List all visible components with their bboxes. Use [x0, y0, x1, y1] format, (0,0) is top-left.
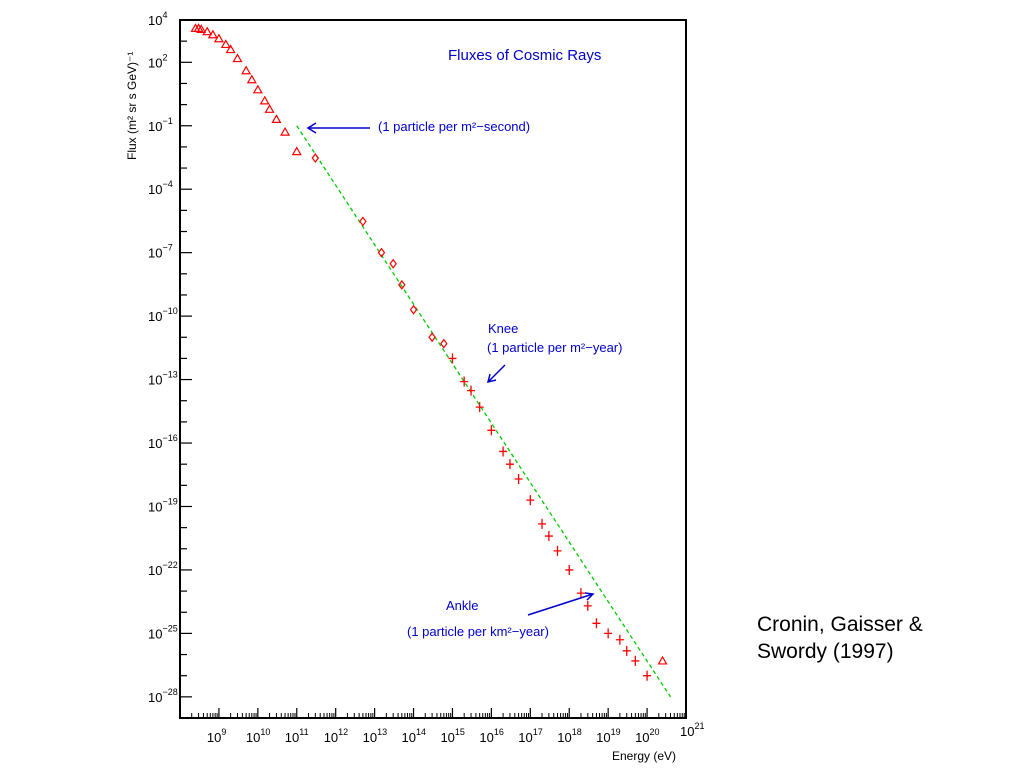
- data-point-cross: [475, 402, 484, 413]
- x-tick-label: 1011: [285, 727, 309, 745]
- data-point-triangle: [252, 84, 263, 94]
- data-point-cross: [487, 425, 496, 436]
- data-point-cross: [448, 353, 457, 364]
- data-point-cross: [643, 670, 652, 681]
- y-tick-label: 10−25: [148, 623, 178, 641]
- data-point-triangle: [271, 114, 282, 123]
- data-point-cross: [604, 628, 613, 639]
- x-tick-label: 1016: [479, 727, 503, 745]
- x-axis-title: Energy (eV): [612, 749, 676, 763]
- x-tick-label: 1020: [635, 727, 659, 745]
- data-point-diamond: [409, 304, 418, 315]
- data-point-triangle: [207, 29, 218, 39]
- data-point-diamond: [398, 279, 406, 290]
- y-axis-ticks: 104 102 10−1 10−4 10−7 10−10 10−13 10−16 10−19 10…: [148, 10, 192, 719]
- data-point-cross: [499, 446, 508, 457]
- data-point-triangle: [280, 126, 291, 136]
- y-axis-title: Flux (m² sr s GeV)⁻¹: [125, 52, 139, 160]
- x-tick-label: 1013: [363, 727, 387, 745]
- y-tick-label: 10−19: [148, 496, 178, 514]
- citation: Cronin, Gaisser & Swordy (1997): [757, 611, 923, 665]
- data-point-cross: [583, 600, 592, 611]
- data-point-triangle: [232, 53, 243, 63]
- arrow-per-m2-second: [306, 122, 370, 134]
- citation-line-1: Cronin, Gaisser &: [757, 613, 923, 636]
- data-point-triangle: [246, 74, 257, 84]
- data-point-diamond: [428, 332, 436, 343]
- arrow-ankle: [527, 592, 595, 616]
- data-point-triangle: [196, 24, 207, 33]
- data-point-cross: [631, 655, 640, 666]
- data-point-cross: [460, 376, 469, 387]
- x-tick-label: 1017: [518, 727, 542, 745]
- x-axis-ticks: 109 1010 1011 1012 1013 1014 1015 1016 1017 1018 1…: [179, 708, 704, 745]
- data-point-cross: [467, 385, 476, 396]
- data-point-cross: [514, 473, 523, 484]
- data-point-cross: [544, 531, 553, 542]
- y-tick-label: 10−16: [148, 433, 178, 451]
- x-tick-label: 109: [207, 727, 226, 745]
- annotation-per-m2-second: (1 particle per m²−second): [378, 119, 530, 134]
- data-point-triangle: [259, 95, 270, 105]
- data-point-triangle: [225, 44, 236, 54]
- data-point-cross: [615, 634, 624, 645]
- reference-line: [296, 125, 672, 698]
- annotation-per-km2-year: (1 particle per km²−year): [407, 624, 549, 639]
- data-markers: [190, 23, 668, 681]
- data-point-triangle: [291, 146, 302, 156]
- data-point-triangle: [241, 65, 252, 75]
- x-tick-label: 1019: [596, 727, 620, 745]
- x-tick-label: 1021: [680, 721, 704, 739]
- data-point-diamond: [359, 216, 367, 227]
- data-point-diamond: [377, 247, 386, 258]
- x-tick-label: 1015: [440, 727, 464, 745]
- y-tick-label: 10−13: [148, 370, 178, 388]
- data-point-cross: [565, 564, 574, 575]
- arrow-knee: [486, 364, 506, 384]
- data-point-cross: [576, 588, 585, 599]
- data-point-triangle: [220, 39, 231, 49]
- citation-line-2: Swordy (1997): [757, 640, 894, 663]
- data-point-triangle: [202, 26, 213, 36]
- data-point-cross: [538, 518, 547, 529]
- x-tick-label: 1010: [246, 727, 270, 745]
- annotation-per-m2-year: (1 particle per m²−year): [487, 340, 622, 355]
- y-tick-label: 10−28: [148, 687, 178, 705]
- data-point-cross: [592, 618, 601, 629]
- data-point-diamond: [389, 258, 397, 269]
- x-tick-label: 1012: [324, 727, 348, 745]
- data-point-triangle: [193, 23, 204, 33]
- y-tick-label: 10−1: [148, 116, 173, 134]
- y-tick-label: 10−10: [148, 306, 178, 324]
- y-tick-label: 10−4: [148, 179, 173, 197]
- y-tick-label: 10−7: [148, 243, 173, 261]
- chart-title: Fluxes of Cosmic Rays: [448, 47, 601, 64]
- data-point-cross: [505, 459, 514, 470]
- y-tick-label: 10−22: [148, 560, 178, 578]
- data-point-triangle: [657, 655, 668, 665]
- data-point-cross: [553, 545, 562, 556]
- x-tick-label: 1018: [557, 727, 581, 745]
- y-tick-label: 102: [148, 52, 167, 70]
- x-tick-label: 1014: [402, 727, 426, 745]
- data-point-cross: [526, 495, 535, 506]
- data-point-triangle: [213, 33, 224, 43]
- data-point-diamond: [440, 338, 448, 349]
- reference-line-path: [296, 125, 672, 698]
- plot-frame: [179, 19, 687, 719]
- annotation-ankle: Ankle: [446, 598, 479, 613]
- data-point-cross: [622, 645, 631, 656]
- annotation-knee: Knee: [488, 321, 518, 336]
- data-point-diamond: [311, 152, 320, 163]
- data-point-triangle: [264, 104, 275, 113]
- y-tick-label: 104: [148, 10, 167, 28]
